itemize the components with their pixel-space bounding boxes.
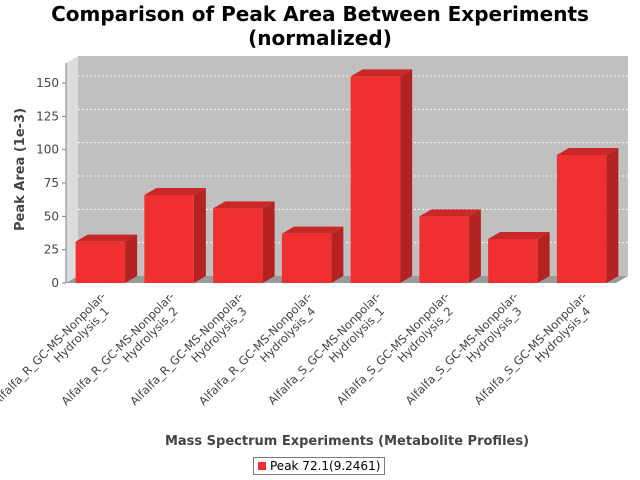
bar-top bbox=[488, 232, 550, 239]
bar-side bbox=[262, 201, 275, 283]
x-axis-label: Mass Spectrum Experiments (Metabolite Pr… bbox=[165, 434, 529, 449]
x-tick-label: Alfalfa_S_GC-MS-Nonpolar-Hydrolysis_4 bbox=[471, 289, 599, 417]
y-tick-label: 125 bbox=[36, 109, 59, 123]
y-axis-ticks: 0 25 50 75 100 125 150 bbox=[36, 76, 66, 290]
y-tick-label: 150 bbox=[36, 76, 59, 90]
x-tick-label: Alfalfa_S_GC-MS-Nonpolar-Hydrolysis_3 bbox=[403, 289, 531, 417]
bar bbox=[556, 148, 619, 283]
x-tick-label: Alfalfa_R_GC-MS-Nonpolar-Hydrolysis_3 bbox=[127, 289, 255, 417]
y-tick-label: 50 bbox=[44, 209, 59, 223]
bar-side bbox=[193, 188, 206, 283]
bar bbox=[350, 69, 413, 283]
y-axis-label: Peak Area (1e-3) bbox=[13, 108, 28, 231]
bars bbox=[75, 69, 619, 283]
bar-front bbox=[350, 76, 401, 283]
x-tick-label: Alfalfa_R_GC-MS-Nonpolar-Hydrolysis_2 bbox=[58, 289, 186, 417]
bar-side bbox=[125, 234, 138, 283]
bar-front bbox=[144, 195, 194, 283]
legend: Peak 72.1(9.2461) bbox=[253, 457, 386, 475]
bar-top bbox=[75, 234, 138, 242]
bar-top bbox=[281, 226, 344, 234]
bar bbox=[75, 234, 138, 283]
chart-title-line-2: (normalized) bbox=[248, 26, 392, 50]
y-tick-label: 75 bbox=[44, 176, 59, 190]
bar-top bbox=[556, 148, 619, 155]
plot-floor bbox=[66, 276, 628, 283]
bar bbox=[281, 226, 344, 283]
y-tick-label: 0 bbox=[51, 276, 59, 290]
chart-title: Comparison of Peak Area Between Experime… bbox=[0, 2, 640, 50]
bar-front bbox=[488, 239, 538, 283]
bar bbox=[488, 232, 550, 283]
bar-top bbox=[144, 188, 206, 195]
y-tick-label: 25 bbox=[44, 243, 59, 257]
y-tick-label: 100 bbox=[36, 143, 59, 157]
bar-top bbox=[419, 209, 481, 217]
plot-side-wall bbox=[66, 56, 78, 283]
bar-front bbox=[213, 208, 263, 283]
bar-front bbox=[75, 241, 126, 283]
chart-title-line-1: Comparison of Peak Area Between Experime… bbox=[51, 2, 589, 26]
bar-front bbox=[281, 233, 332, 283]
x-tick-label: Alfalfa_S_GC-MS-Nonpolar-Hydrolysis_1 bbox=[265, 289, 393, 417]
bar-side bbox=[606, 148, 619, 283]
bar-side bbox=[468, 209, 481, 283]
x-axis-ticks: Alfalfa_R_GC-MS-Nonpolar-Hydrolysis_1Alf… bbox=[0, 289, 599, 417]
bar bbox=[213, 201, 275, 283]
legend-swatch bbox=[258, 462, 266, 470]
bar-side bbox=[537, 232, 550, 283]
bar-front bbox=[556, 155, 607, 283]
legend-label: Peak 72.1(9.2461) bbox=[270, 459, 381, 473]
x-tick-label: Alfalfa_S_GC-MS-Nonpolar-Hydrolysis_2 bbox=[334, 289, 462, 417]
bar-front bbox=[419, 216, 469, 283]
bar-top bbox=[213, 201, 275, 209]
bar-side bbox=[331, 226, 344, 283]
bar bbox=[419, 209, 481, 283]
bar-side bbox=[400, 69, 413, 283]
x-tick-label: Alfalfa_R_GC-MS-Nonpolar-Hydrolysis_4 bbox=[196, 289, 324, 417]
bar bbox=[144, 188, 206, 283]
bar-top bbox=[350, 69, 413, 77]
